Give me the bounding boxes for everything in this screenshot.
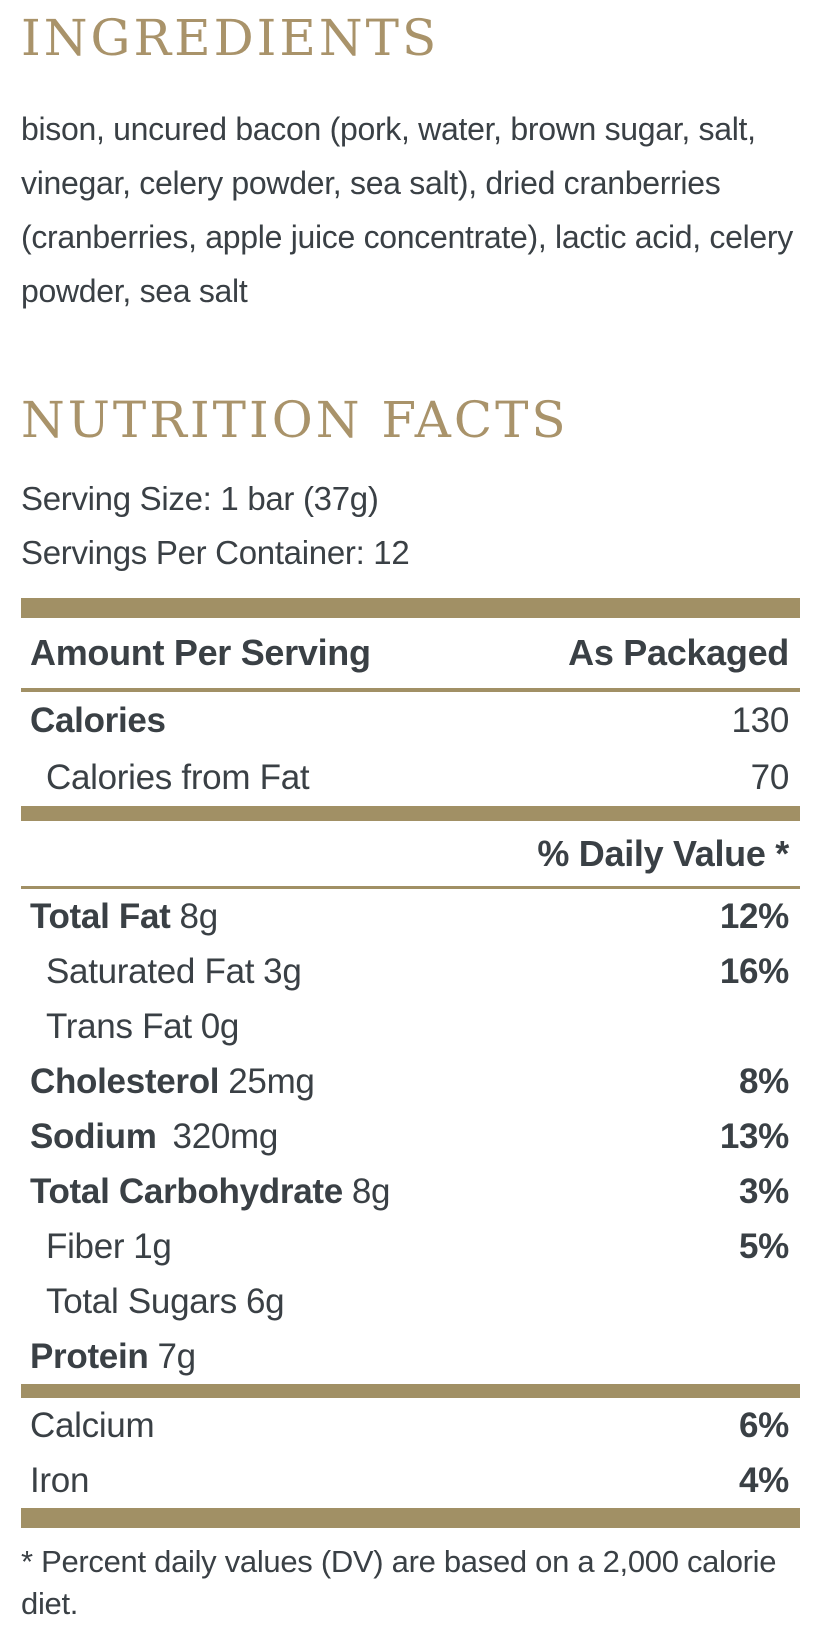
nutrient-name: Fiber: [46, 1226, 125, 1266]
nutrient-daily-value: 16%: [719, 951, 789, 991]
nutrient-name: Total Fat: [30, 896, 171, 936]
mineral-name: Calcium: [30, 1405, 155, 1445]
calories-from-fat-row: Calories from Fat 70: [21, 749, 800, 806]
nutrient-name: Trans Fat: [46, 1006, 192, 1046]
nutrient-name: Cholesterol: [30, 1061, 220, 1101]
ingredients-section: INGREDIENTS bison, uncured bacon (pork, …: [21, 10, 800, 318]
divider-thick-top: [21, 598, 800, 618]
mineral-daily-value: 6%: [739, 1405, 789, 1445]
nutrient-amount: 25mg: [228, 1061, 315, 1101]
nutrient-amount: 1g: [133, 1226, 172, 1266]
serving-info: Serving Size: 1 bar (37g) Servings Per C…: [21, 472, 800, 580]
nutrient-name: Total Sugars: [46, 1281, 237, 1321]
divider-medium: [21, 806, 800, 821]
nutrition-facts-table: Amount Per Serving As Packaged Calories …: [21, 598, 800, 1528]
nutrient-name: Protein: [30, 1336, 149, 1376]
nutrient-row-saturated-fat: Saturated Fat 3g 16%: [21, 944, 800, 999]
nutrient-daily-value: 3%: [739, 1171, 789, 1211]
mineral-daily-value: 4%: [739, 1460, 789, 1500]
nutrient-amount: 0g: [200, 1006, 240, 1046]
nutrient-row-cholesterol: Cholesterol 25mg 8%: [21, 1054, 800, 1109]
serving-size-line: Serving Size: 1 bar (37g): [21, 480, 379, 517]
mineral-row-iron: Iron 4%: [21, 1453, 800, 1508]
nutrient-daily-value: 5%: [739, 1226, 789, 1266]
ingredients-title: INGREDIENTS: [21, 9, 440, 67]
daily-value-footnote: * Percent daily values (DV) are based on…: [21, 1544, 777, 1621]
calories-value: 130: [731, 700, 790, 740]
nutrition-facts-title: NUTRITION FACTS: [21, 391, 569, 449]
nutrient-amount: 6g: [245, 1281, 285, 1321]
ingredients-text: bison, uncured bacon (pork, water, brown…: [21, 111, 793, 309]
nutrient-amount: 8g: [351, 1171, 391, 1211]
calories-from-fat-label: Calories from Fat: [46, 757, 310, 797]
daily-value-header: % Daily Value *: [537, 832, 789, 874]
servings-per-container-line: Servings Per Container: 12: [21, 534, 410, 571]
nutrient-daily-value: 13%: [719, 1116, 789, 1156]
nutrient-amount: 8g: [179, 896, 219, 936]
nutrient-row-sodium: Sodium 320mg 13%: [21, 1109, 800, 1164]
divider-medium: [21, 1384, 800, 1398]
nutrient-row-total-carbohydrate: Total Carbohydrate 8g 3%: [21, 1164, 800, 1219]
calories-row: Calories 130: [21, 692, 800, 749]
nutrient-amount: 3g: [263, 951, 302, 991]
nutrition-facts-section: NUTRITION FACTS Serving Size: 1 bar (37g…: [21, 392, 800, 1625]
as-packaged-header: As Packaged: [568, 632, 789, 673]
nutrient-name: Saturated Fat: [46, 951, 255, 991]
nutrient-row-fiber: Fiber 1g 5%: [21, 1219, 800, 1274]
mineral-name: Iron: [30, 1460, 90, 1500]
nutrient-daily-value: 8%: [739, 1061, 789, 1101]
mineral-row-calcium: Calcium 6%: [21, 1398, 800, 1453]
nutrient-row-total-fat: Total Fat 8g 12%: [21, 889, 800, 944]
divider-thin: [21, 688, 800, 692]
nutrient-amount: 320mg: [172, 1116, 279, 1156]
nutrient-name: Total Carbohydrate: [30, 1171, 343, 1211]
table-header-row: Amount Per Serving As Packaged: [21, 618, 800, 688]
divider-thin: [21, 886, 800, 889]
amount-per-serving-header: Amount Per Serving: [30, 632, 371, 673]
nutrient-row-total-sugars: Total Sugars 6g: [21, 1274, 800, 1329]
nutrient-row-protein: Protein 7g: [21, 1329, 800, 1384]
nutrient-name: Sodium: [30, 1116, 157, 1156]
nutrient-row-trans-fat: Trans Fat 0g: [21, 999, 800, 1054]
calories-label: Calories: [30, 700, 166, 740]
divider-thick-bottom: [21, 1508, 800, 1528]
calories-from-fat-value: 70: [750, 757, 790, 797]
nutrient-amount: 7g: [157, 1336, 196, 1376]
daily-value-header-row: % Daily Value *: [21, 821, 800, 886]
nutrient-daily-value: 12%: [719, 896, 789, 936]
